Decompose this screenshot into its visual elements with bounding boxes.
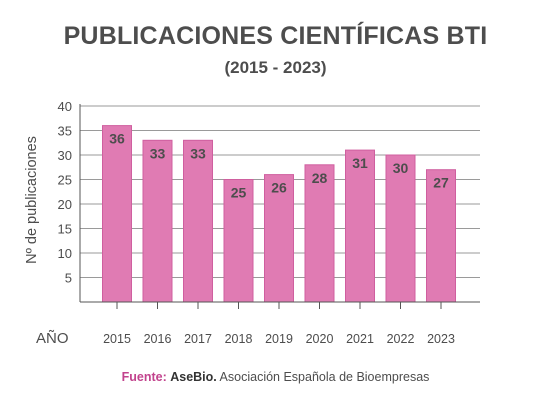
y-tick-label-25: 25 (58, 173, 72, 188)
bar-2016 (142, 139, 173, 303)
x-tick-label-2017: 2017 (184, 332, 212, 346)
x-tick-label-2016: 2016 (144, 332, 172, 346)
data-label-2023: 27 (433, 175, 449, 191)
data-label-2016: 33 (150, 145, 166, 161)
y-tick-label-40: 40 (58, 99, 72, 114)
x-tick-label-2015: 2015 (103, 332, 131, 346)
bar-2015 (102, 125, 132, 303)
data-label-2017: 33 (190, 145, 206, 161)
y-tick-label-35: 35 (58, 124, 72, 139)
data-label-2015: 36 (109, 131, 125, 147)
source-label: Fuente: (121, 370, 167, 384)
bar-2019 (264, 174, 294, 303)
bar-2023 (426, 169, 456, 303)
bar-2020 (304, 164, 335, 303)
x-tick-label-2019: 2019 (265, 332, 293, 346)
data-label-2020: 28 (312, 170, 328, 186)
x-tick-label-2020: 2020 (306, 332, 334, 346)
y-axis-label: Nº de publicaciones (24, 136, 40, 264)
y-tick-label-30: 30 (58, 148, 72, 163)
x-axis-label: AÑO (36, 330, 69, 347)
source-org: AseBio. (170, 370, 217, 384)
chart-title: PUBLICACIONES CIENTÍFICAS BTI (63, 22, 488, 50)
x-tick-label-2022: 2022 (387, 332, 415, 346)
y-tick-label-5: 5 (65, 271, 72, 286)
chart-subtitle: (2015 - 2023) (224, 58, 327, 77)
source-note: Fuente: AseBio. Asociación Española de B… (0, 370, 551, 384)
y-tick-label-10: 10 (58, 246, 72, 261)
axes (79, 104, 480, 309)
bars (102, 125, 456, 303)
y-tick-label-15: 15 (58, 222, 72, 237)
source-text: Asociación Española de Bioempresas (216, 370, 430, 384)
y-tick-label-20: 20 (58, 197, 72, 212)
x-tick-label-2021: 2021 (346, 332, 374, 346)
data-label-2022: 30 (393, 160, 409, 176)
bar-2021 (345, 149, 375, 303)
bar-2018 (223, 179, 254, 303)
bar-2017 (183, 139, 213, 303)
data-label-2018: 25 (231, 185, 247, 201)
bar-2022 (385, 154, 416, 303)
x-tick-label-2023: 2023 (427, 332, 455, 346)
chart-labels: 5 10 15 20 25 30 35 40 36 2015 33 2016 33 2017 25 2018 2… (24, 99, 455, 347)
x-tick-label-2018: 2018 (225, 332, 253, 346)
data-label-2021: 31 (352, 155, 368, 171)
data-label-2019: 26 (271, 180, 287, 196)
